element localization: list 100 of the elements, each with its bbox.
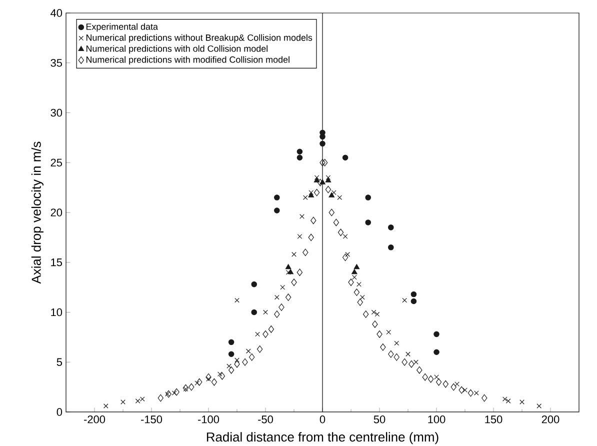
point <box>291 278 297 286</box>
legend-label: Experimental data <box>86 23 158 32</box>
point <box>285 294 292 301</box>
point <box>338 228 344 236</box>
point <box>416 366 422 374</box>
point <box>386 330 392 335</box>
x-tick-label: -100 <box>198 416 220 424</box>
point <box>274 194 280 200</box>
point <box>300 214 304 219</box>
point <box>410 298 417 304</box>
y-tick-label: 20 <box>50 208 62 216</box>
point <box>286 270 291 275</box>
point <box>320 158 326 166</box>
point <box>188 383 194 391</box>
point <box>362 310 369 318</box>
point <box>506 398 511 404</box>
y-tick-label: 30 <box>50 108 62 117</box>
point <box>251 309 257 316</box>
point <box>206 376 211 382</box>
point <box>274 208 280 214</box>
y-tick-label: 10 <box>51 308 62 316</box>
point <box>234 298 240 303</box>
point <box>228 366 234 374</box>
point <box>502 396 508 402</box>
point <box>388 224 394 230</box>
point <box>352 269 358 274</box>
point <box>274 294 280 300</box>
legend-label: Numerical predictions with modified Collision model <box>86 56 290 65</box>
point <box>462 388 468 392</box>
point <box>196 378 202 386</box>
point <box>365 194 371 200</box>
point <box>285 264 292 270</box>
legend-label: Numerical predictions without Breakup& Collision models <box>86 34 312 43</box>
x-tick-label: 100 <box>428 416 446 424</box>
legend-label: Numerical predictions with old Collision model <box>86 45 268 54</box>
point <box>120 400 126 404</box>
y-tick-label: 15 <box>51 258 62 266</box>
point <box>422 373 428 381</box>
point <box>325 186 332 194</box>
point <box>536 404 542 408</box>
point <box>468 389 474 397</box>
point <box>242 358 248 366</box>
point <box>302 248 308 256</box>
point <box>251 281 257 288</box>
point <box>414 360 418 365</box>
point <box>374 312 380 317</box>
point <box>342 234 348 239</box>
x-tick-label: 50 <box>374 416 386 424</box>
y-tick-label: 35 <box>50 58 62 67</box>
point <box>182 384 189 392</box>
point <box>234 360 240 368</box>
point <box>255 332 260 337</box>
point <box>211 378 218 386</box>
point <box>436 378 442 386</box>
point <box>410 291 417 298</box>
point <box>442 380 448 388</box>
point <box>394 353 400 361</box>
x-tick-label: -200 <box>84 416 106 424</box>
point <box>372 320 378 328</box>
point <box>302 195 308 200</box>
point <box>268 326 274 333</box>
point <box>322 158 328 166</box>
x-tick-label: 0 <box>320 416 326 424</box>
point <box>428 375 434 383</box>
point <box>174 388 180 396</box>
point <box>158 394 164 402</box>
y-tick-label: 5 <box>56 358 62 366</box>
point <box>292 252 296 257</box>
point <box>183 386 188 392</box>
point <box>219 372 226 380</box>
point <box>263 310 268 315</box>
point <box>296 268 303 276</box>
point <box>348 278 354 286</box>
point <box>325 177 332 182</box>
point <box>308 190 314 195</box>
point <box>357 298 363 306</box>
point <box>402 358 408 366</box>
point <box>314 177 320 182</box>
point <box>434 331 440 338</box>
point <box>206 373 212 381</box>
point <box>274 310 280 318</box>
point <box>380 343 386 351</box>
point <box>365 220 371 226</box>
y-axis-title: Axial drop velocity in m/s <box>31 142 44 284</box>
x-tick-label: -50 <box>258 416 273 424</box>
point <box>262 330 268 338</box>
point <box>328 192 335 198</box>
x-tick-label: 150 <box>485 416 502 424</box>
point <box>474 390 479 396</box>
point <box>320 140 326 147</box>
point <box>103 404 108 408</box>
point <box>228 351 234 358</box>
y-tick-label: 25 <box>50 158 62 166</box>
point <box>402 298 408 303</box>
y-tick-label: 40 <box>50 9 62 17</box>
point <box>342 154 348 161</box>
point <box>371 310 376 315</box>
point <box>308 192 314 198</box>
y-tick-label: 0 <box>56 408 62 416</box>
point <box>388 350 394 358</box>
